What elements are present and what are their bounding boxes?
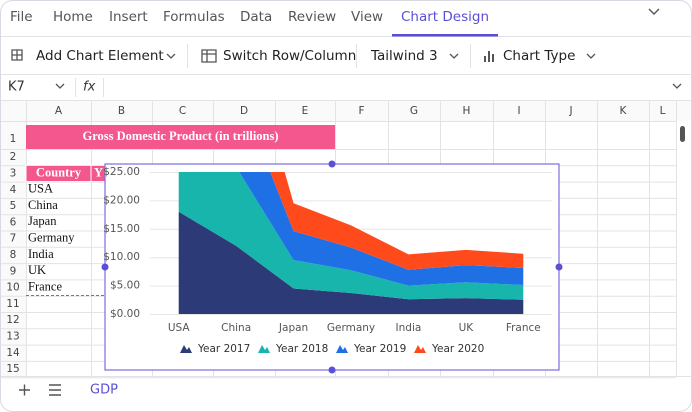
row-header[interactable]: 7 [10,233,17,245]
resize-handle[interactable] [328,366,336,374]
resize-handle[interactable] [555,263,563,271]
row-header[interactable]: 5 [10,200,17,212]
column-header[interactable]: K [620,105,628,117]
menu-tab[interactable]: Review [288,9,336,25]
name-box-dropdown[interactable] [55,83,65,89]
x-tick-label: India [396,322,422,334]
area-series [270,172,524,270]
chart-type-icon[interactable] [484,51,494,62]
y-tick-label: $5.00 [110,280,140,292]
name-box[interactable]: K7 [8,80,25,95]
row-header[interactable]: 14 [6,347,20,359]
legend-marker[interactable] [336,345,348,353]
title-cell [26,125,335,149]
dropdown-chevron[interactable] [586,53,596,59]
add-sheet[interactable] [19,384,30,396]
column-header[interactable]: C [179,105,186,117]
menu-tab[interactable]: File [10,9,33,25]
row-header[interactable]: 2 [10,151,17,163]
row-header[interactable]: 13 [6,330,19,342]
dropdown-chevron[interactable] [449,53,459,59]
toolbar-button[interactable]: Switch Row/Column [223,48,356,64]
cell-text[interactable]: Japan [28,214,57,228]
row-header[interactable]: 4 [10,184,17,196]
row-header[interactable]: 8 [10,249,17,261]
collapse-ribbon[interactable] [648,8,660,15]
menu-tab[interactable]: Home [53,9,93,25]
scrollbar-thumb[interactable] [680,126,685,142]
header-cell-text: Country [36,165,82,179]
row-header[interactable]: 10 [6,282,19,294]
dropdown-chevron[interactable] [166,53,176,59]
active-tab-indicator [392,34,499,37]
add-element-icon[interactable] [11,49,23,61]
row-header[interactable]: 15 [6,363,19,375]
resize-handle[interactable] [101,263,109,271]
title-cell-text: Gross Domestic Product (in trillions) [82,129,278,143]
y-tick-label: $15.00 [103,223,140,235]
x-tick-label: USA [168,322,191,334]
row-header[interactable]: 11 [6,298,19,310]
menu-tab[interactable]: Formulas [163,9,225,25]
toolbar-button[interactable]: Tailwind 3 [370,48,438,64]
menu-tab[interactable]: Data [240,9,272,25]
column-header[interactable]: F [358,105,364,117]
formula-expand[interactable] [672,83,682,89]
toolbar-button[interactable]: Chart Type [503,48,575,64]
column-header[interactable]: L [660,105,666,117]
cell-text[interactable]: France [28,279,62,293]
sheet-list[interactable] [49,384,61,396]
x-tick-label: UK [459,322,475,334]
toolbar-button[interactable]: Add Chart Element [36,48,164,64]
header-cell-text: Y [94,165,103,179]
row-header[interactable]: 3 [10,167,17,179]
x-tick-label: Germany [327,322,375,334]
cell-text[interactable]: USA [28,182,53,196]
column-header[interactable]: B [118,105,125,117]
column-header[interactable]: E [302,105,309,117]
area-series [178,211,524,314]
y-tick-label: $20.00 [103,194,140,206]
areas [178,172,524,314]
area-series [239,172,524,286]
area-series [178,172,524,300]
row-header[interactable]: 1 [10,133,17,145]
column-header[interactable]: G [410,105,418,117]
legend-marker[interactable] [414,345,426,353]
column-header[interactable]: A [55,105,63,117]
legend-marker[interactable] [180,345,192,353]
y-tick-label: $10.00 [103,251,140,263]
legend-label[interactable]: Year 2017 [197,343,250,355]
legend-label[interactable]: Year 2018 [275,343,328,355]
y-tick-label: $0.00 [110,308,140,320]
legend-marker[interactable] [258,345,270,353]
sheet-tab[interactable]: GDP [90,383,118,398]
resize-handle[interactable] [328,160,336,168]
row-header-bar [1,121,26,378]
column-header-bar [1,101,691,121]
column-header[interactable]: J [568,105,572,117]
cell-text[interactable]: UK [28,263,46,277]
switch-icon[interactable] [201,49,217,63]
row-header[interactable]: 6 [10,216,17,228]
cell-text[interactable]: Germany [28,231,75,245]
column-header[interactable]: H [463,105,471,117]
menu-tab[interactable]: View [351,9,383,25]
legend-label[interactable]: Year 2019 [353,343,406,355]
legend-label[interactable]: Year 2020 [431,343,484,355]
column-header[interactable]: D [240,105,248,117]
x-tick-label: China [221,322,251,334]
cell-text[interactable]: China [28,198,58,212]
menu-tab[interactable]: Chart Design [401,9,489,25]
function-icon[interactable]: fx [83,80,96,95]
row-header[interactable]: 9 [10,265,17,277]
menu-tab[interactable]: Insert [109,9,148,25]
y-tick-label: $25.00 [103,166,140,178]
row-header[interactable]: 12 [6,314,19,326]
column-header[interactable]: I [517,105,520,117]
x-tick-label: France [506,322,541,334]
cell-text[interactable]: India [28,247,54,261]
x-tick-label: Japan [278,322,308,334]
